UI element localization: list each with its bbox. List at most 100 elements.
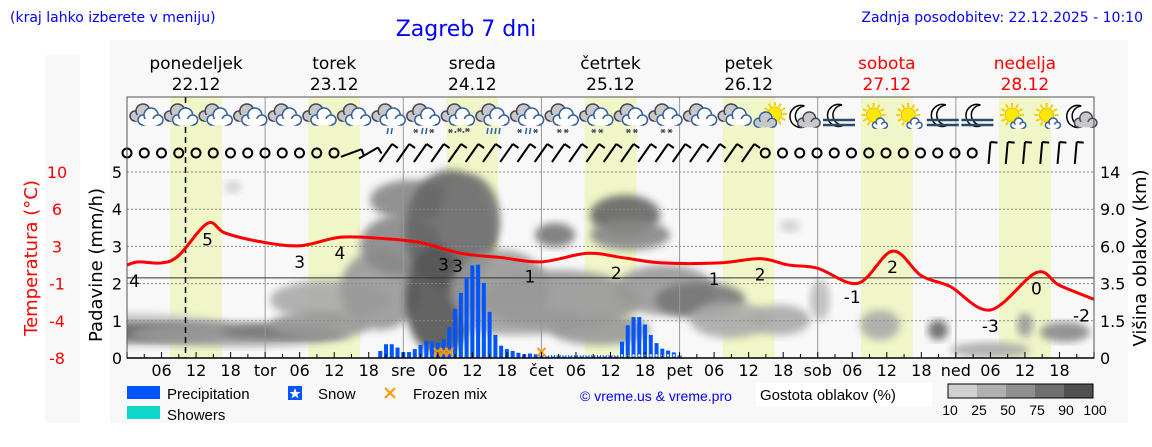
cloud-blob bbox=[928, 320, 948, 340]
temp-tick-label: 6 bbox=[52, 200, 62, 219]
snow-marker bbox=[551, 354, 555, 357]
wind-barb-icon bbox=[358, 146, 383, 160]
density-swatch bbox=[948, 384, 977, 398]
temperature-label: -2 bbox=[1073, 306, 1090, 326]
wind-barb-icon bbox=[987, 141, 998, 165]
precipitation-bar bbox=[510, 350, 515, 358]
calm-wind-icon bbox=[225, 147, 236, 159]
precipitation-bar bbox=[643, 324, 648, 358]
daylight-band bbox=[170, 97, 222, 358]
day-date: 25.12 bbox=[586, 75, 635, 95]
temperature-label: 2 bbox=[755, 266, 766, 286]
calm-wind-icon bbox=[863, 147, 875, 159]
legend-precipitation: Precipitation bbox=[167, 386, 250, 403]
precipitation-bar bbox=[625, 325, 630, 358]
x-tick-label: 06 bbox=[428, 361, 448, 380]
temperature-label: 0 bbox=[1031, 280, 1042, 300]
temperature-label: 4 bbox=[335, 244, 346, 264]
weather-icon-sun-cloud bbox=[896, 103, 923, 129]
precipitation-bar bbox=[493, 334, 498, 358]
calm-wind-icon bbox=[966, 147, 978, 159]
calm-wind-icon bbox=[138, 147, 150, 159]
precip-tick-label: 4 bbox=[112, 200, 122, 219]
calm-wind-icon bbox=[190, 147, 202, 159]
precipitation-bar bbox=[666, 350, 671, 358]
cloud-blob bbox=[440, 175, 500, 265]
weather-icon-snow bbox=[579, 103, 614, 134]
temperature-label: 3 bbox=[294, 253, 305, 273]
cloud-blob bbox=[690, 302, 770, 338]
cloud-density bbox=[127, 170, 1090, 358]
temperature-label: 3 bbox=[438, 256, 449, 276]
day-name: sreda bbox=[449, 54, 496, 74]
weather-icon-overcast bbox=[129, 103, 164, 126]
wind-barb-icon bbox=[740, 143, 761, 163]
day-name: četrtek bbox=[580, 54, 641, 74]
precipitation-bar bbox=[418, 344, 423, 358]
precipitation-bar bbox=[441, 339, 446, 358]
x-tick-label: 06 bbox=[289, 361, 309, 380]
temperature-label: 5 bbox=[202, 230, 213, 250]
density-swatch bbox=[977, 384, 1006, 398]
weather-icon-sun-cloud bbox=[1000, 103, 1027, 129]
x-tick-label: 06 bbox=[842, 361, 862, 380]
wind-barb-icon bbox=[568, 143, 589, 163]
precip-tick-label: 0 bbox=[112, 349, 122, 368]
precipitation-bar bbox=[378, 350, 383, 358]
x-tick-label: 18 bbox=[773, 361, 793, 380]
cloud-blob bbox=[1017, 313, 1033, 337]
weather-icon-overcast bbox=[163, 103, 199, 126]
temperature-label: 1 bbox=[525, 268, 536, 288]
cloud-blob bbox=[270, 311, 370, 339]
cloud-blob bbox=[750, 305, 810, 335]
legend: Precipitation Snow Frozen mix Showers © … bbox=[127, 383, 1107, 424]
day-date: 26.12 bbox=[724, 75, 773, 95]
calm-wind-icon bbox=[328, 147, 340, 159]
x-tick-label: 12 bbox=[877, 361, 897, 380]
density-scale-border bbox=[947, 383, 1094, 399]
weather-icon-overcast bbox=[198, 103, 233, 126]
day-name: ponedeljek bbox=[149, 54, 243, 74]
frozen-mix-x-icon bbox=[384, 387, 396, 399]
cloud-density-title: Gostota oblakov (%) bbox=[760, 387, 896, 404]
day-date: 22.12 bbox=[172, 75, 221, 95]
legend-frozen-mix: Frozen mix bbox=[413, 386, 488, 403]
day-date: 28.12 bbox=[1001, 75, 1050, 95]
weather-icon-overcast bbox=[302, 103, 337, 126]
precipitation-swatch bbox=[127, 386, 160, 399]
cloud-blob bbox=[590, 220, 670, 250]
calm-wind-icon bbox=[811, 147, 823, 159]
precipitation-bar bbox=[533, 354, 538, 358]
weather-icon-sleet bbox=[440, 103, 476, 134]
x-tick-label: 18 bbox=[359, 361, 379, 380]
precip-axis-title: Padavine (mm/h) bbox=[86, 188, 107, 342]
day-date: 27.12 bbox=[862, 75, 911, 95]
precipitation-bar bbox=[435, 342, 440, 358]
temp-tick-label: -8 bbox=[49, 349, 65, 368]
density-step-label: 100 bbox=[1083, 402, 1107, 418]
credit-link[interactable]: © vreme.us & vreme.pro bbox=[580, 388, 732, 404]
snow-marker bbox=[655, 354, 658, 357]
calm-wind-icon bbox=[915, 147, 926, 159]
precip-tick-label: 5 bbox=[112, 163, 122, 182]
cloud-blob bbox=[860, 310, 900, 340]
x-tick-label: 06 bbox=[151, 361, 171, 380]
wind-barb-icon bbox=[1056, 141, 1067, 165]
cloud-height-tick-label: 3.5 bbox=[1100, 275, 1125, 294]
calm-wind-icon bbox=[777, 147, 788, 159]
wind-barb-icon bbox=[689, 143, 709, 163]
precipitation-bar bbox=[430, 341, 435, 358]
snow-marker bbox=[603, 354, 606, 357]
temperature-label: -1 bbox=[844, 288, 861, 308]
weather-icon-moon-cloud bbox=[1066, 104, 1098, 129]
calm-wind-icon bbox=[242, 147, 254, 159]
calm-wind-icon bbox=[207, 147, 219, 159]
axes: 06 12 18 tor 06 12 18 sre 06 12 18 čet 06 12 18 pet 06 12… bbox=[47, 96, 1125, 380]
wind-barb-icon bbox=[706, 143, 727, 163]
calm-wind-icon bbox=[828, 147, 840, 159]
x-tick-label: 12 bbox=[186, 361, 206, 380]
weather-icon-rain bbox=[371, 103, 406, 135]
location-hint[interactable]: (kraj lahko izberete v meniju) bbox=[10, 10, 216, 26]
wind-barb-icon bbox=[516, 143, 537, 163]
